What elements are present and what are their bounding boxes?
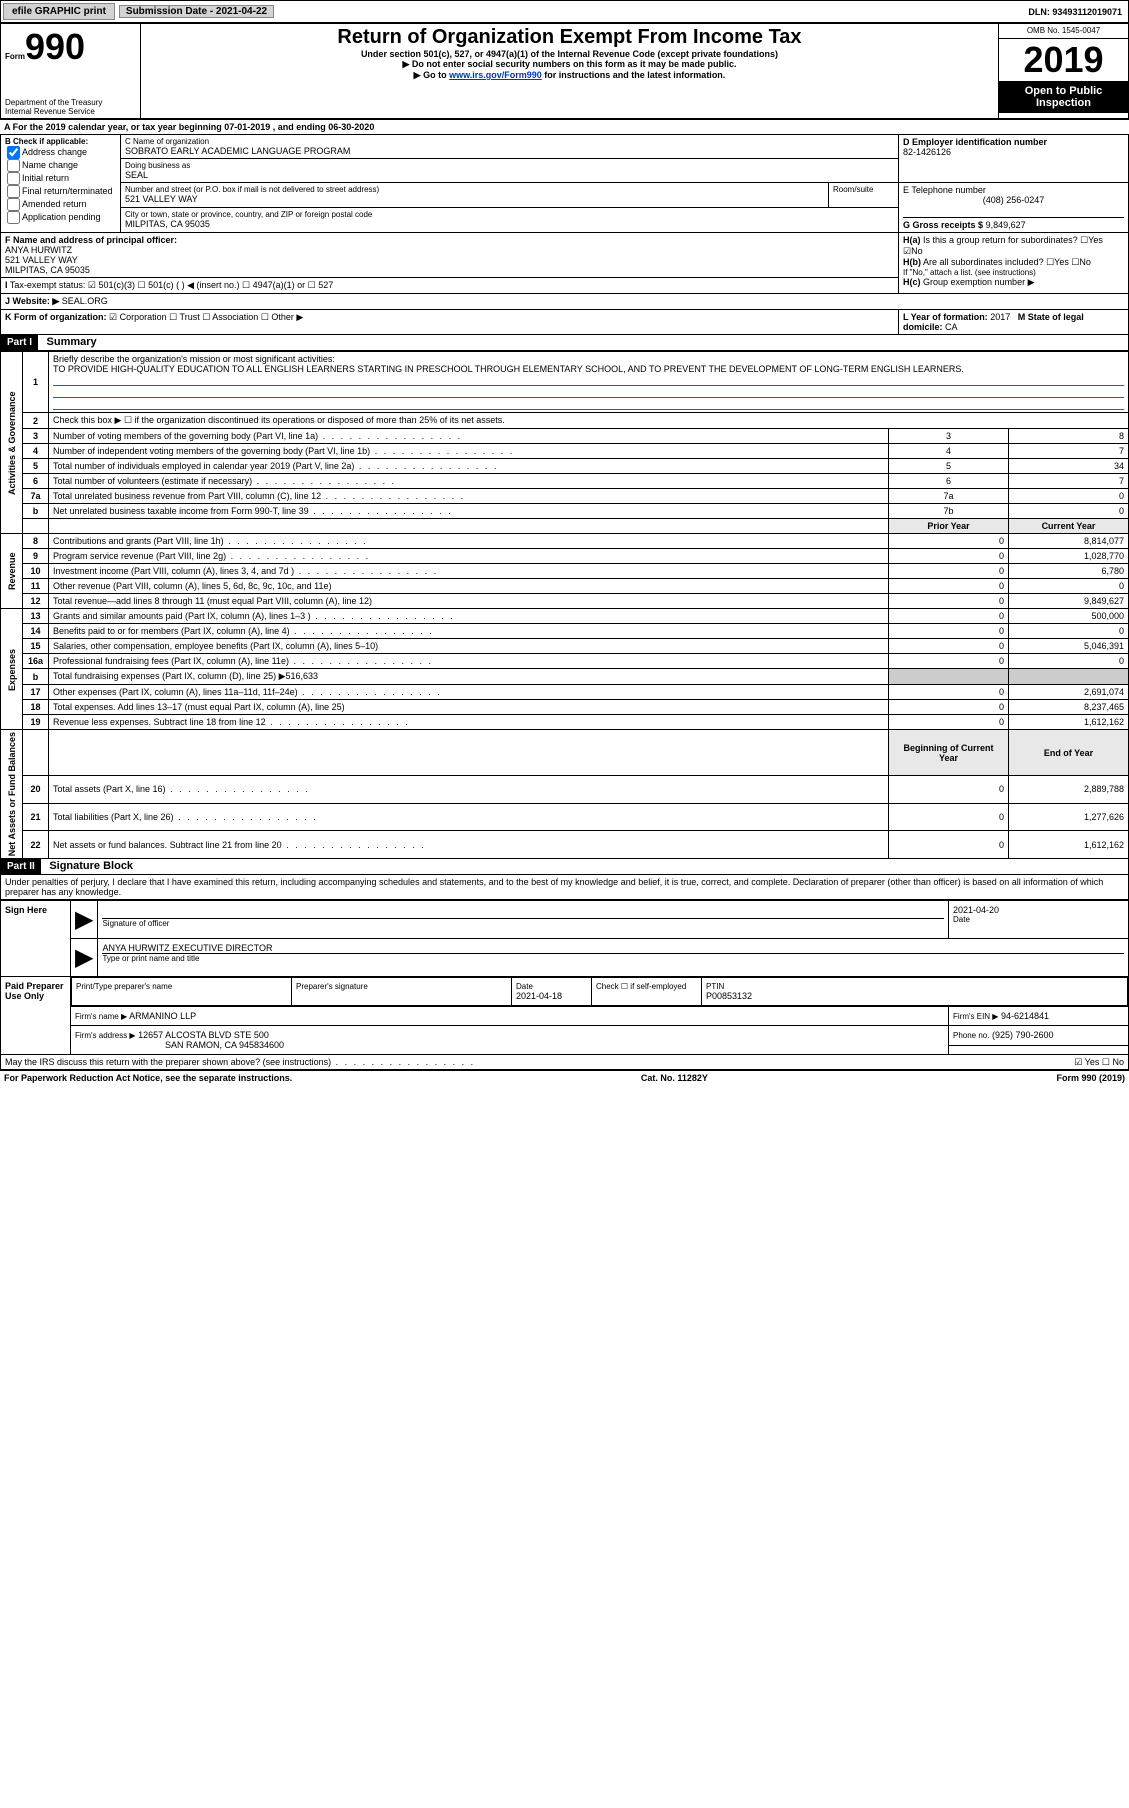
section-c-label: C Name of organization bbox=[125, 137, 894, 146]
section-h-c: H(c) Group exemption number ▶ bbox=[903, 277, 1124, 288]
form-title: Return of Organization Exempt From Incom… bbox=[145, 26, 994, 49]
note-link: Go to www.irs.gov/Form990 for instructio… bbox=[145, 70, 994, 81]
tax-period: A For the 2019 calendar year, or tax yea… bbox=[0, 119, 1129, 134]
officer-typed-name: ANYA HURWITZ EXECUTIVE DIRECTOR bbox=[102, 943, 1124, 953]
form-number: Form990 bbox=[5, 26, 136, 68]
org-name: SOBRATO EARLY ACADEMIC LANGUAGE PROGRAM bbox=[125, 146, 894, 156]
room-label: Room/suite bbox=[833, 185, 894, 194]
label-revenue: Revenue bbox=[1, 534, 23, 609]
form-subtitle: Under section 501(c), 527, or 4947(a)(1)… bbox=[145, 49, 994, 59]
section-b: B Check if applicable: Address change Na… bbox=[1, 135, 121, 233]
cb-app-pending[interactable] bbox=[7, 211, 20, 224]
dba: SEAL bbox=[125, 170, 894, 180]
tax-year: 2019 bbox=[999, 39, 1128, 81]
form-header: Form990 Department of the Treasury Inter… bbox=[0, 23, 1129, 119]
section-e-label: E Telephone number bbox=[903, 185, 1124, 195]
section-h-a: H(a) Is this a group return for subordin… bbox=[903, 235, 1124, 257]
top-bar: efile GRAPHIC print Submission Date - 20… bbox=[0, 0, 1129, 23]
city-label: City or town, state or province, country… bbox=[125, 210, 894, 219]
paid-preparer-label: Paid Preparer Use Only bbox=[1, 977, 71, 1055]
cb-amended-return[interactable] bbox=[7, 198, 20, 211]
label-governance: Activities & Governance bbox=[1, 352, 23, 534]
section-h-b-note: If "No," attach a list. (see instruction… bbox=[903, 268, 1124, 277]
dba-label: Doing business as bbox=[125, 161, 894, 170]
firm-name: ARMANINO LLP bbox=[129, 1011, 196, 1021]
part1-body: Activities & Governance 1 Briefly descri… bbox=[0, 351, 1129, 859]
phone: (408) 256-0247 bbox=[903, 195, 1124, 205]
footer-left: For Paperwork Reduction Act Notice, see … bbox=[4, 1073, 292, 1083]
submission-date: Submission Date - 2021-04-22 bbox=[119, 5, 274, 18]
firm-addr1: 12657 ALCOSTA BLVD STE 500 bbox=[138, 1030, 269, 1040]
signature-block: Sign Here ▶ Signature of officer 2021-04… bbox=[0, 900, 1129, 1055]
org-info: B Check if applicable: Address change Na… bbox=[0, 134, 1129, 335]
val-3: 8 bbox=[1009, 429, 1129, 444]
ptin: P00853132 bbox=[706, 991, 1123, 1001]
officer-addr1: 521 VALLEY WAY bbox=[5, 255, 894, 265]
section-h-b: H(b) Are all subordinates included? ☐Yes… bbox=[903, 257, 1124, 268]
cb-address-change[interactable] bbox=[7, 146, 20, 159]
dln: DLN: 93493112019071 bbox=[1028, 7, 1128, 17]
declaration: Under penalties of perjury, I declare th… bbox=[0, 875, 1129, 900]
open-inspection: Open to Public Inspection bbox=[999, 81, 1128, 113]
gross-receipts: 9,849,627 bbox=[986, 220, 1026, 230]
sig-date: 2021-04-20 bbox=[953, 905, 1124, 915]
section-d-label: D Employer identification number bbox=[903, 137, 1124, 147]
officer-addr2: MILPITAS, CA 95035 bbox=[5, 265, 894, 275]
addr-label: Number and street (or P.O. box if mail i… bbox=[125, 185, 824, 194]
section-g-label: G Gross receipts $ bbox=[903, 220, 983, 230]
page-footer: For Paperwork Reduction Act Notice, see … bbox=[0, 1070, 1129, 1085]
irs-link[interactable]: www.irs.gov/Form990 bbox=[449, 70, 542, 80]
section-i: I Tax-exempt status: ☑ 501(c)(3) ☐ 501(c… bbox=[1, 278, 899, 294]
street-address: 521 VALLEY WAY bbox=[125, 194, 824, 204]
cb-final-return[interactable] bbox=[7, 185, 20, 198]
label-net-assets: Net Assets or Fund Balances bbox=[1, 730, 23, 859]
section-f-label: F Name and address of principal officer: bbox=[5, 235, 894, 245]
part1-title: Summary bbox=[41, 336, 97, 348]
ein: 82-1426126 bbox=[903, 147, 1124, 157]
q1-label: Briefly describe the organization's miss… bbox=[53, 354, 335, 364]
part1-header: Part I bbox=[1, 335, 38, 350]
part2-title: Signature Block bbox=[43, 860, 133, 872]
firm-phone: (925) 790-2600 bbox=[992, 1030, 1054, 1040]
sig-officer-label: Signature of officer bbox=[102, 919, 944, 928]
city-state-zip: MILPITAS, CA 95035 bbox=[125, 219, 894, 229]
firm-addr2: SAN RAMON, CA 945834600 bbox=[165, 1040, 284, 1050]
footer-mid: Cat. No. 11282Y bbox=[641, 1073, 708, 1083]
cb-initial-return[interactable] bbox=[7, 172, 20, 185]
cb-name-change[interactable] bbox=[7, 159, 20, 172]
part2-header: Part II bbox=[1, 859, 41, 874]
firm-ein: 94-6214841 bbox=[1001, 1011, 1049, 1021]
sign-here-label: Sign Here bbox=[1, 901, 71, 977]
efile-button[interactable]: efile GRAPHIC print bbox=[3, 3, 115, 20]
note-ssn: Do not enter social security numbers on … bbox=[145, 59, 994, 70]
omb-number: OMB No. 1545-0047 bbox=[999, 24, 1129, 39]
section-lm: L Year of formation: 2017 M State of leg… bbox=[899, 310, 1129, 335]
section-k: K Form of organization: ☑ Corporation ☐ … bbox=[1, 310, 899, 335]
officer-name: ANYA HURWITZ bbox=[5, 245, 894, 255]
discuss-row: May the IRS discuss this return with the… bbox=[0, 1055, 1129, 1070]
footer-right: Form 990 (2019) bbox=[1056, 1073, 1125, 1083]
q1-answer: TO PROVIDE HIGH-QUALITY EDUCATION TO ALL… bbox=[53, 364, 964, 374]
dept-label: Department of the Treasury Internal Reve… bbox=[5, 98, 136, 116]
label-expenses: Expenses bbox=[1, 609, 23, 730]
section-j: J Website: ▶ SEAL.ORG bbox=[1, 294, 1129, 310]
q2: Check this box ▶ ☐ if the organization d… bbox=[49, 413, 1129, 429]
